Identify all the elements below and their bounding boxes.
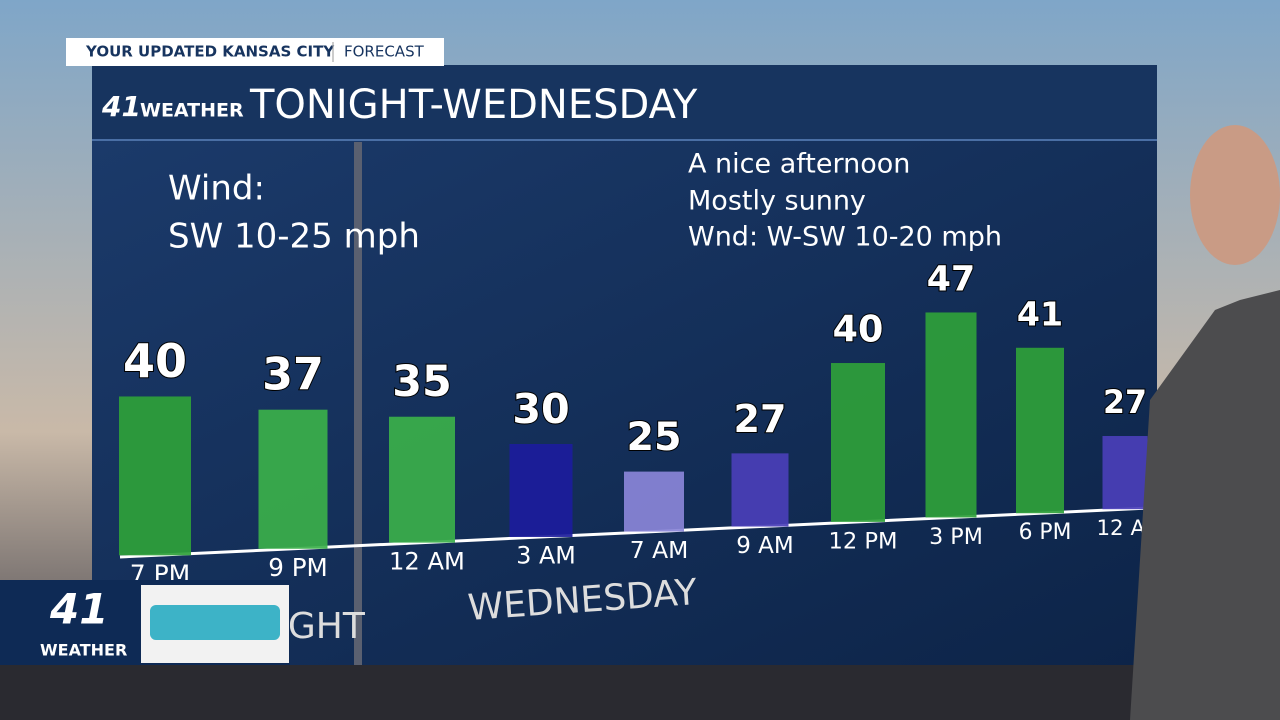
value-label: 37 — [262, 350, 324, 401]
bar — [1016, 347, 1064, 514]
presenter — [1130, 290, 1280, 720]
note: Mostly sunny — [688, 186, 866, 217]
value-label: 47 — [927, 259, 975, 299]
presenter-head — [1190, 125, 1280, 265]
note: Wnd: W-SW 10-20 mph — [688, 222, 1002, 253]
x-tick-label: 7 AM — [630, 536, 689, 564]
value-label: 30 — [512, 385, 569, 433]
value-label: 41 — [1017, 294, 1063, 333]
x-tick-label: 12 AM — [389, 548, 465, 576]
bar — [258, 409, 328, 549]
value-label: 35 — [392, 357, 452, 407]
banner-left: YOUR UPDATED KANSAS CITY — [85, 43, 335, 61]
note: Wind: — [168, 169, 265, 209]
logo-number: 41 — [101, 90, 141, 123]
bar — [925, 312, 977, 518]
banner-right: FORECAST — [344, 43, 425, 61]
bar — [731, 453, 789, 527]
bar — [389, 416, 455, 543]
baseline — [119, 506, 1151, 559]
x-tick-label: 12 PM — [828, 528, 897, 554]
x-tick-label: 9 AM — [736, 533, 794, 559]
value-label: 40 — [123, 334, 187, 388]
x-tick-label: 9 PM — [268, 553, 328, 582]
panel — [92, 140, 1157, 665]
floor — [0, 665, 1280, 720]
x-tick-label: 3 PM — [929, 524, 983, 550]
note: SW 10-25 mph — [168, 217, 420, 257]
title-bar — [92, 65, 1157, 140]
bar — [831, 363, 885, 522]
value-label: 27 — [1103, 385, 1147, 421]
station-name: WEATHER — [40, 641, 127, 660]
vehicle — [150, 605, 280, 640]
bar — [624, 471, 684, 532]
station-number: 41 — [49, 585, 108, 634]
banner — [66, 38, 444, 66]
note: A nice afternoon — [688, 149, 910, 180]
x-tick-label: 3 AM — [516, 541, 576, 569]
bar — [1102, 436, 1148, 510]
logo-text: WEATHER — [140, 100, 244, 122]
value-label: 27 — [734, 397, 787, 441]
bar — [509, 444, 573, 537]
value-label: 25 — [626, 414, 681, 460]
separator — [354, 142, 362, 665]
title: TONIGHT-WEDNESDAY — [249, 82, 698, 128]
bar — [119, 396, 191, 556]
x-tick-label: 6 PM — [1019, 520, 1072, 545]
value-label: 40 — [833, 308, 884, 351]
